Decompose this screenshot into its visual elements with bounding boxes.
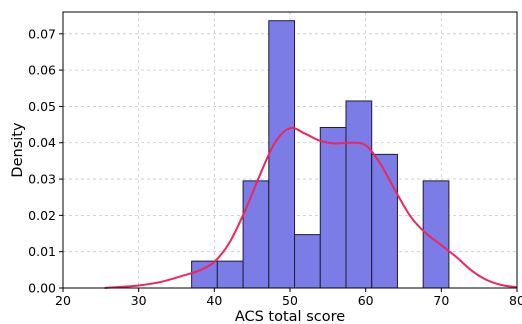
x-tick-label: 20	[55, 293, 71, 308]
histogram-bar	[371, 153, 398, 289]
y-tick-label: 0.07	[28, 26, 56, 41]
histogram-bar	[268, 20, 296, 289]
x-tick-label: 80	[509, 293, 522, 308]
y-tick-label: 0.00	[28, 281, 56, 296]
x-tick-label: 70	[433, 293, 449, 308]
x-axis-label: ACS total score	[235, 309, 345, 324]
y-axis-label: Density	[10, 122, 26, 178]
y-tick-label: 0.04	[28, 135, 56, 150]
y-tick-label: 0.01	[28, 244, 56, 259]
histogram-bar	[191, 260, 218, 289]
kde-curve-layer	[104, 126, 518, 289]
x-tick-label: 50	[282, 293, 298, 308]
histogram-bar	[319, 126, 347, 289]
histogram-bar	[216, 260, 244, 289]
x-tick-label: 30	[131, 293, 147, 308]
y-tick-label: 0.03	[28, 172, 56, 187]
y-tick-label: 0.02	[28, 208, 56, 223]
x-tick-label: 40	[206, 293, 222, 308]
axis-ticks: 20 30 40 50 60 70 80 0.00 0.01 0.02 0.03 0.04 0.05 0.…	[28, 26, 522, 308]
histogram-bar	[345, 100, 373, 289]
histogram-bar	[242, 180, 270, 289]
histogram-bars	[191, 20, 450, 289]
y-tick-label: 0.06	[28, 63, 56, 78]
y-tick-label: 0.05	[28, 99, 56, 114]
kde-curve	[104, 126, 518, 289]
histogram-bar	[294, 234, 321, 289]
x-tick-label: 60	[358, 293, 374, 308]
